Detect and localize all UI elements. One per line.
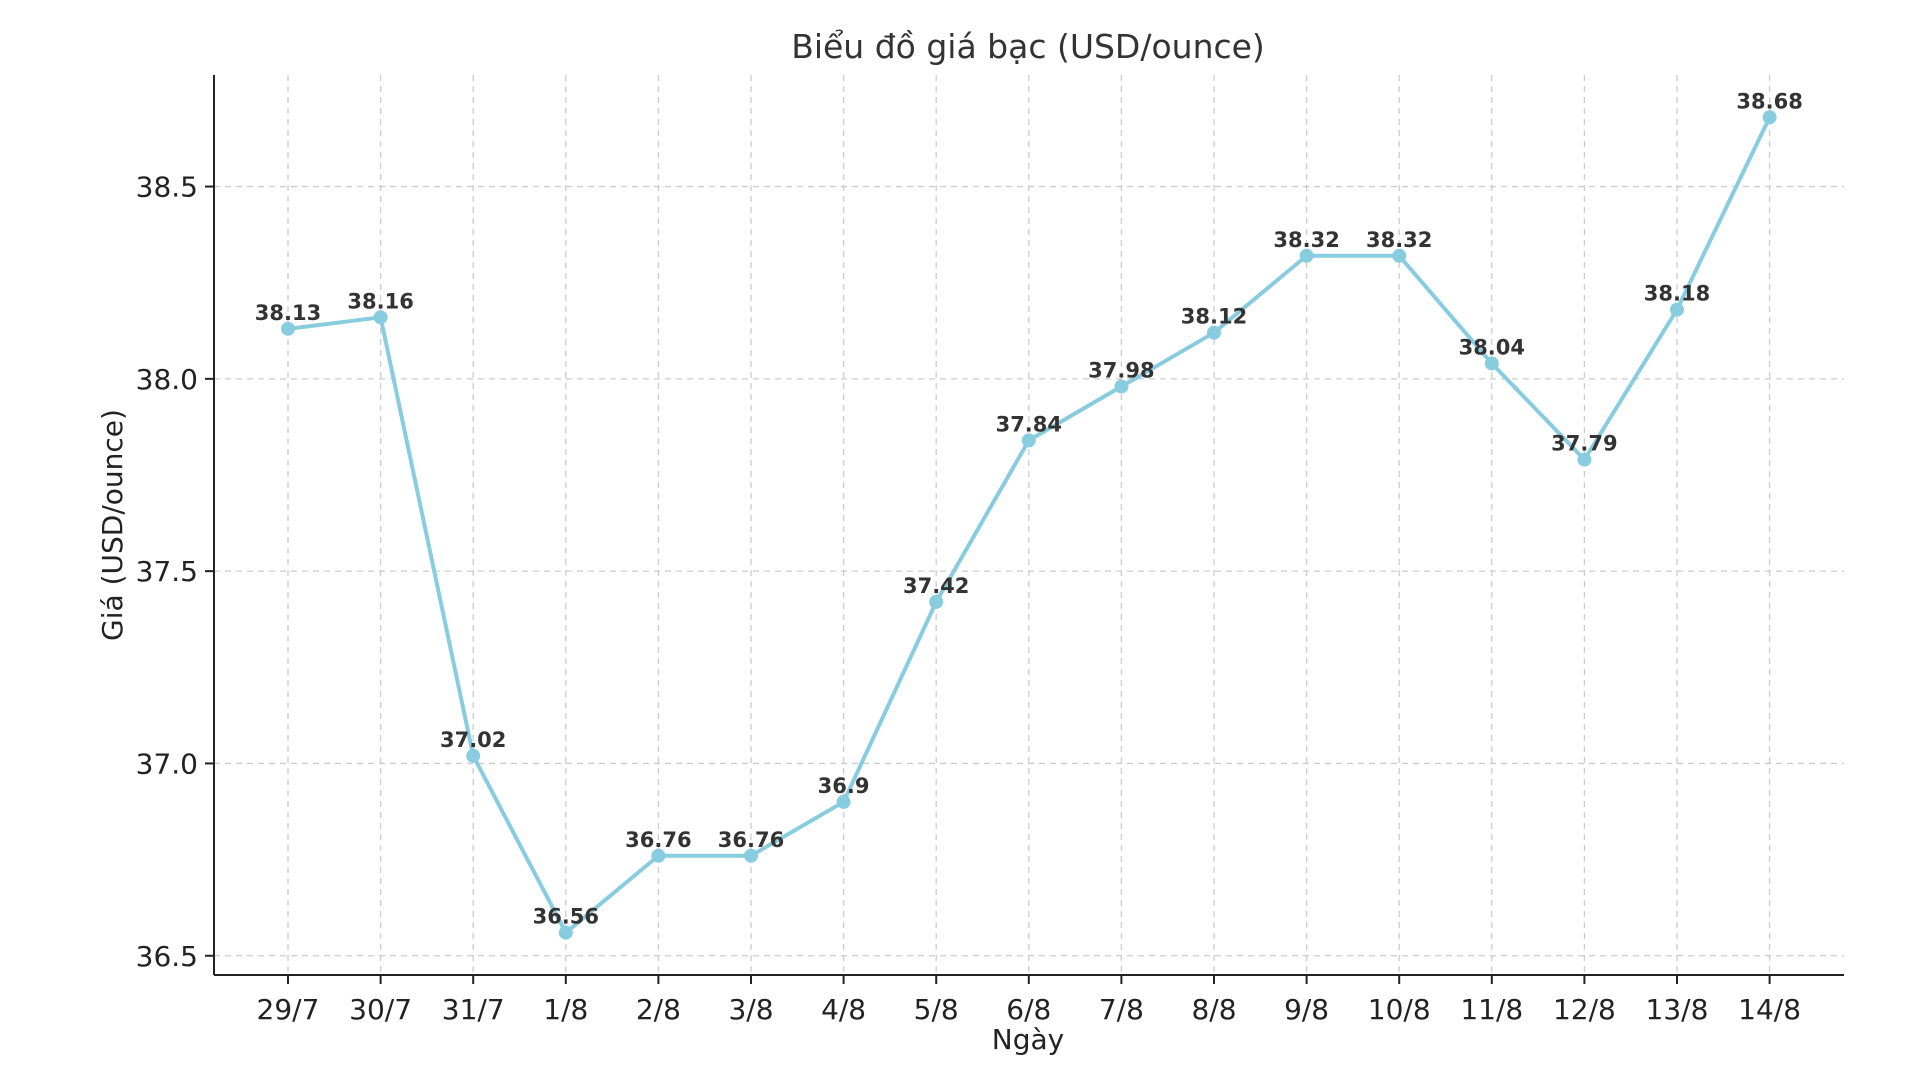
data-point xyxy=(1299,248,1314,263)
data-point xyxy=(744,848,758,863)
x-tick-label: 2/8 xyxy=(636,993,681,1026)
y-tick-label: 37.5 xyxy=(136,555,198,588)
data-point xyxy=(651,848,666,863)
data-point xyxy=(1762,110,1777,125)
data-point xyxy=(373,310,388,325)
data-point xyxy=(1670,302,1684,317)
x-axis-label: Ngày xyxy=(992,1023,1064,1056)
data-labels-layer: 38.13 38.16 37.02 36.56 36.76 36.76 36.9 37.42 3… xyxy=(255,89,1803,928)
data-point xyxy=(929,594,944,609)
data-point xyxy=(558,925,573,940)
x-tick-label: 1/8 xyxy=(543,993,588,1026)
x-tick-label: 14/8 xyxy=(1738,993,1801,1026)
data-point xyxy=(1392,248,1407,263)
grid-layer xyxy=(214,75,1844,975)
data-label: 38.18 xyxy=(1644,282,1710,306)
x-tick-label: 4/8 xyxy=(821,993,866,1026)
data-label: 37.84 xyxy=(996,412,1062,436)
data-label: 36.76 xyxy=(718,828,784,852)
data-point xyxy=(1484,356,1499,371)
x-tick-label: 12/8 xyxy=(1553,993,1616,1026)
y-tick-label: 38.0 xyxy=(136,363,198,396)
y-tick-label: 37.0 xyxy=(136,747,198,780)
data-point xyxy=(281,321,295,336)
data-label: 38.32 xyxy=(1273,228,1339,252)
x-tick-label: 11/8 xyxy=(1460,993,1523,1026)
data-point xyxy=(1577,452,1592,467)
chart-title: Biểu đồ giá bạc (USD/ounce) xyxy=(791,27,1265,66)
data-label: 38.12 xyxy=(1181,305,1247,329)
x-tick-label: 10/8 xyxy=(1368,993,1431,1026)
data-label: 38.16 xyxy=(347,289,413,313)
data-point xyxy=(1114,379,1129,394)
x-tick-label: 31/7 xyxy=(442,993,505,1026)
data-label: 37.02 xyxy=(440,728,506,752)
x-tick-label: 6/8 xyxy=(1006,993,1051,1026)
x-tick-label: 30/7 xyxy=(349,993,412,1026)
data-label: 37.42 xyxy=(903,574,969,598)
data-label: 38.04 xyxy=(1459,335,1525,359)
data-label: 37.98 xyxy=(1088,359,1154,383)
data-label: 38.68 xyxy=(1736,89,1802,113)
data-point xyxy=(1207,325,1221,340)
data-label: 36.56 xyxy=(533,905,599,929)
x-tick-label: 5/8 xyxy=(914,993,959,1026)
x-tick-label: 9/8 xyxy=(1284,993,1329,1026)
x-tick-label: 7/8 xyxy=(1099,993,1144,1026)
data-label: 36.9 xyxy=(818,774,870,798)
y-tick-label: 38.5 xyxy=(136,171,198,204)
data-label: 36.76 xyxy=(625,828,691,852)
series-layer xyxy=(281,110,1777,940)
x-tick-label: 13/8 xyxy=(1646,993,1709,1026)
data-label: 38.32 xyxy=(1366,228,1432,252)
x-tick-label: 8/8 xyxy=(1191,993,1236,1026)
x-tick-label: 29/7 xyxy=(257,993,320,1026)
data-label: 37.79 xyxy=(1551,432,1617,456)
x-tick-label: 3/8 xyxy=(728,993,773,1026)
y-tick-label: 36.5 xyxy=(136,940,198,973)
data-point xyxy=(1021,433,1036,448)
series-line xyxy=(286,115,1772,935)
y-axis-label: Giá (USD/ounce) xyxy=(96,409,129,641)
axes-layer: 29/7 30/7 31/7 1/8 2/8 3/8 4/8 5/8 6/8 7/8 8/8 9/8 1… xyxy=(136,75,1844,1026)
data-point xyxy=(466,748,481,763)
data-label: 38.13 xyxy=(255,301,321,325)
data-point xyxy=(836,794,851,809)
